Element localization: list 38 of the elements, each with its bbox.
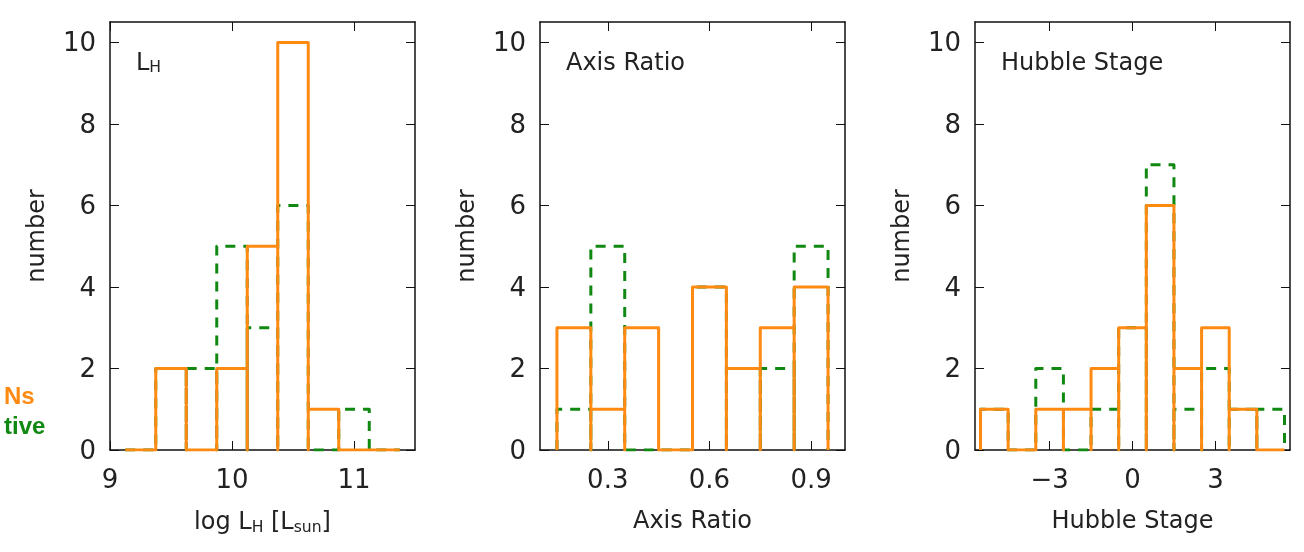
y-axis-title: number (452, 189, 480, 283)
y-tick-label: 2 (79, 353, 96, 384)
y-tick-label: 8 (79, 108, 96, 139)
x-tick-label: 0.9 (790, 464, 832, 494)
y-tick-label: 6 (79, 190, 96, 221)
x-tick-label: 9 (101, 464, 119, 494)
y-tick-label: 6 (944, 190, 961, 221)
annotation: LH (136, 48, 162, 77)
text: tive (4, 411, 46, 439)
x-tick-label: 0.6 (688, 464, 731, 494)
y-tick-label: 4 (509, 271, 526, 302)
y-tick-label: 4 (944, 271, 961, 302)
y-tick-label: 2 (509, 353, 526, 384)
y-tick-label: 8 (944, 108, 961, 139)
y-tick-label: 0 (79, 435, 96, 465)
y-tick-label: 4 (79, 271, 96, 302)
y-tick-label: 6 (509, 190, 526, 221)
x-axis-title: log LH [Lsun] (194, 507, 331, 536)
y-tick-label: 2 (944, 353, 961, 384)
y-tick-label: 10 (492, 27, 526, 58)
x-tick-label: 11 (337, 464, 371, 494)
x-tick-label: 0.3 (587, 464, 629, 494)
y-tick-label: 0 (944, 435, 961, 465)
x-tick-label: 10 (215, 464, 249, 494)
y-tick-label: 8 (509, 108, 526, 139)
x-tick-label: −3 (1030, 464, 1069, 494)
annotation: Hubble Stage (1001, 48, 1164, 76)
y-tick-label: 0 (509, 435, 526, 465)
y-axis-title: number (22, 189, 50, 283)
y-tick-label: 10 (62, 27, 96, 58)
y-axis-title: number (887, 189, 915, 283)
x-tick-label: 0 (1124, 464, 1141, 494)
x-axis-title: Hubble Stage (1051, 506, 1214, 534)
annotation: Axis Ratio (566, 48, 686, 76)
y-tick-label: 10 (927, 27, 961, 58)
x-axis-title: Axis Ratio (632, 506, 753, 534)
text: Ns (4, 381, 35, 409)
x-tick-label: 3 (1207, 464, 1224, 494)
